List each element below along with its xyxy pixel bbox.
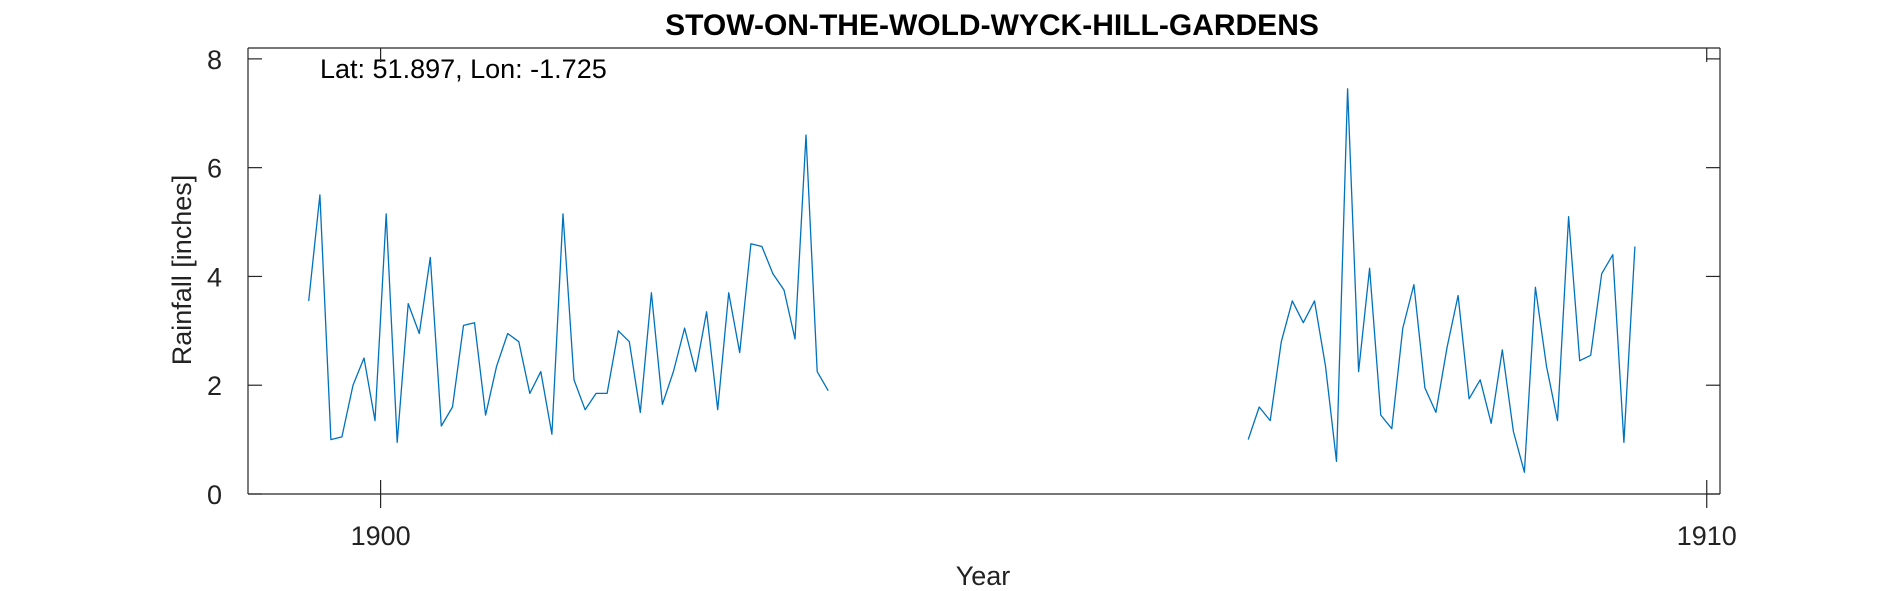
axis-ticks: [248, 48, 1720, 508]
x-tick-label: 1900: [351, 521, 411, 551]
location-annotation: Lat: 51.897, Lon: -1.725: [320, 54, 607, 84]
rainfall-series-line: [1247, 88, 1636, 473]
y-tick-label: 2: [207, 371, 222, 401]
tick-labels: 0 2 4 6 8 1900 1910: [207, 45, 1737, 551]
y-axis-label: Rainfall [inches]: [167, 175, 197, 366]
rainfall-series-line: [308, 134, 829, 443]
y-tick-label: 0: [207, 480, 222, 510]
x-tick-label: 1910: [1677, 521, 1737, 551]
y-tick-label: 4: [207, 262, 222, 292]
chart-title: STOW-ON-THE-WOLD-WYCK-HILL-GARDENS: [665, 9, 1319, 42]
series-layer: [308, 88, 1636, 473]
y-tick-label: 6: [207, 154, 222, 184]
x-axis-label: Year: [956, 561, 1011, 591]
y-tick-label: 8: [207, 45, 222, 75]
axes-frame: [247, 47, 1721, 495]
